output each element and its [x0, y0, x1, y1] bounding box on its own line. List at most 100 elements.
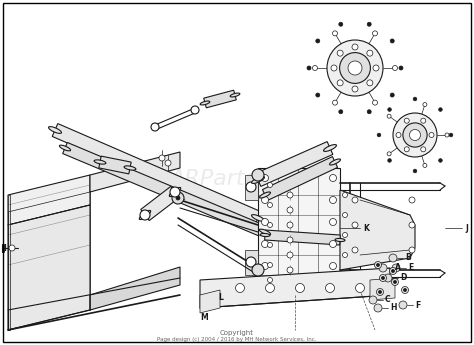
Circle shape	[191, 106, 199, 114]
Polygon shape	[340, 190, 415, 270]
Circle shape	[262, 175, 268, 181]
Polygon shape	[99, 156, 131, 174]
Circle shape	[267, 223, 273, 227]
Circle shape	[367, 50, 373, 56]
Polygon shape	[245, 175, 258, 200]
Ellipse shape	[139, 210, 151, 219]
Polygon shape	[90, 152, 180, 192]
Polygon shape	[204, 90, 236, 108]
Ellipse shape	[324, 145, 337, 151]
Circle shape	[374, 262, 382, 268]
Circle shape	[438, 159, 442, 162]
Ellipse shape	[48, 127, 62, 134]
Polygon shape	[200, 268, 390, 308]
Circle shape	[399, 66, 403, 70]
Ellipse shape	[169, 187, 181, 197]
Circle shape	[262, 263, 268, 269]
Text: H: H	[390, 304, 396, 313]
Circle shape	[404, 147, 409, 152]
Circle shape	[295, 284, 304, 293]
Circle shape	[176, 196, 180, 200]
Circle shape	[413, 169, 417, 173]
Text: C: C	[385, 296, 391, 305]
Text: E: E	[408, 264, 413, 273]
Ellipse shape	[260, 192, 271, 198]
Circle shape	[252, 169, 264, 181]
Text: D: D	[400, 274, 406, 283]
Circle shape	[404, 118, 409, 123]
Circle shape	[367, 110, 371, 114]
Ellipse shape	[329, 159, 340, 165]
Circle shape	[374, 304, 382, 312]
Ellipse shape	[252, 177, 264, 184]
Circle shape	[287, 252, 293, 258]
Circle shape	[287, 207, 293, 213]
Text: Page design (c) 2004 / 2016 by MH Network Services, Inc.: Page design (c) 2004 / 2016 by MH Networ…	[157, 337, 317, 343]
Text: B: B	[405, 254, 411, 263]
Circle shape	[331, 65, 337, 71]
Circle shape	[379, 290, 382, 294]
Circle shape	[389, 254, 397, 262]
Circle shape	[429, 132, 434, 138]
Polygon shape	[8, 195, 10, 330]
Circle shape	[339, 110, 343, 114]
Circle shape	[348, 61, 362, 75]
Circle shape	[380, 275, 386, 282]
Polygon shape	[90, 267, 180, 310]
Circle shape	[337, 50, 343, 56]
Circle shape	[327, 40, 383, 96]
Polygon shape	[141, 186, 179, 220]
Circle shape	[343, 253, 347, 257]
Circle shape	[392, 264, 400, 272]
Ellipse shape	[200, 101, 210, 105]
Circle shape	[246, 257, 256, 267]
Circle shape	[339, 22, 343, 26]
Circle shape	[307, 66, 311, 70]
Text: Copyright: Copyright	[220, 330, 254, 336]
Ellipse shape	[230, 93, 240, 97]
Ellipse shape	[335, 238, 345, 241]
Polygon shape	[200, 290, 220, 313]
Polygon shape	[245, 250, 258, 275]
Polygon shape	[63, 142, 267, 237]
Circle shape	[326, 284, 335, 293]
Circle shape	[387, 114, 391, 118]
Circle shape	[393, 280, 396, 284]
Circle shape	[376, 264, 380, 266]
Polygon shape	[264, 230, 340, 245]
Circle shape	[172, 192, 184, 204]
Text: ARParts: ARParts	[170, 169, 257, 189]
Circle shape	[392, 278, 399, 286]
Circle shape	[246, 182, 256, 192]
Circle shape	[352, 197, 358, 203]
Circle shape	[369, 296, 377, 304]
Ellipse shape	[94, 160, 106, 164]
Ellipse shape	[124, 166, 136, 170]
Polygon shape	[370, 278, 395, 300]
Circle shape	[392, 269, 394, 273]
Circle shape	[267, 243, 273, 247]
Text: F: F	[415, 300, 420, 309]
Circle shape	[387, 152, 391, 156]
Circle shape	[413, 97, 417, 101]
Circle shape	[373, 100, 377, 105]
Circle shape	[267, 183, 273, 187]
Text: L: L	[218, 294, 223, 303]
Circle shape	[267, 263, 273, 267]
Circle shape	[392, 66, 398, 70]
Circle shape	[329, 197, 337, 204]
Circle shape	[262, 240, 268, 247]
Circle shape	[332, 100, 337, 105]
Circle shape	[287, 267, 293, 273]
Circle shape	[396, 132, 401, 138]
Text: M: M	[200, 314, 208, 323]
Circle shape	[388, 108, 392, 111]
Circle shape	[384, 274, 392, 282]
Circle shape	[390, 39, 394, 43]
Circle shape	[445, 133, 449, 137]
Circle shape	[388, 159, 392, 162]
Circle shape	[262, 218, 268, 226]
Circle shape	[410, 129, 420, 140]
Circle shape	[267, 277, 273, 283]
Circle shape	[373, 65, 379, 71]
